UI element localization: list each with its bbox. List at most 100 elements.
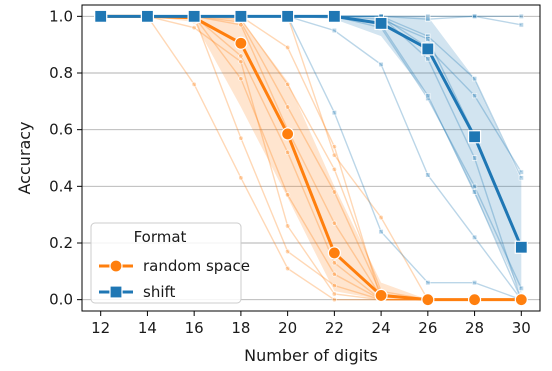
x-tick-label: 20	[278, 319, 297, 337]
shift-mean-point	[140, 9, 155, 23]
shift-run-point	[472, 155, 478, 161]
random-space-run-point	[191, 25, 197, 31]
mean-markers	[94, 9, 528, 307]
x-tick-label: 16	[185, 319, 204, 337]
shift-run-point	[425, 13, 431, 19]
random-space-mean-point	[514, 293, 528, 307]
shift-run-point	[331, 110, 337, 116]
random-space-run-point	[285, 265, 291, 272]
shift-run-point	[425, 56, 431, 62]
random-space-run-point	[378, 214, 384, 221]
y-axis-ticks: 0.0 0.2 0.4 0.6 0.8 1.0	[49, 7, 82, 309]
x-tick-label: 14	[138, 319, 157, 337]
x-tick-label: 28	[465, 319, 484, 337]
x-tick-label: 26	[418, 319, 437, 337]
y-tick-label: 0.2	[49, 234, 73, 252]
random-space-mean-point	[467, 293, 482, 307]
random-space-run-point	[331, 260, 337, 266]
shift-run-point	[425, 95, 431, 102]
shift-run-point	[425, 93, 431, 99]
shift-run-point	[472, 183, 478, 189]
shift-run-point	[518, 13, 524, 19]
random-space-run-point	[238, 53, 244, 59]
shift-mean-point	[514, 240, 528, 254]
shift-mean-point	[467, 130, 482, 144]
legend-marker	[109, 259, 123, 273]
random-space-run-point	[331, 166, 337, 172]
x-tick-label: 30	[512, 319, 531, 337]
confidence-bands	[100, 16, 522, 300]
random-space-run-point	[285, 44, 291, 51]
random-space-run-point	[331, 189, 337, 195]
shift-run-point	[518, 169, 524, 175]
random-space-run-point	[331, 297, 337, 303]
shift-run-point	[472, 234, 478, 240]
y-tick-label: 1.0	[49, 7, 73, 25]
random-space-run-point	[331, 144, 337, 150]
random-space-run-point	[238, 59, 244, 65]
y-tick-label: 0.0	[49, 291, 73, 309]
shift-run-point	[518, 175, 524, 181]
x-axis-label: Number of digits	[244, 346, 378, 365]
random-space-run-point	[238, 175, 244, 181]
shift-mean-point	[94, 9, 108, 23]
random-space-mean-point	[327, 246, 341, 260]
shift-run-point	[425, 280, 431, 286]
shift-run-point	[425, 172, 431, 178]
legend: Format random space shift	[90, 222, 250, 304]
shift-run-point	[472, 13, 478, 19]
random-space-run-point	[331, 282, 337, 289]
shift-mean-point	[327, 9, 341, 23]
shift-mean-line	[100, 14, 523, 248]
shift-run-point	[425, 33, 431, 39]
random-space-mean-point	[421, 293, 435, 307]
random-space-band	[100, 16, 522, 300]
shift-mean-point	[281, 9, 295, 23]
shift-run-point	[472, 76, 478, 82]
shift-run-point	[425, 36, 431, 42]
shift-mean-point	[187, 9, 201, 23]
legend-marker	[109, 285, 123, 299]
shift-mean-point	[421, 42, 435, 56]
shift-mean-point	[374, 16, 388, 31]
shift-run-point	[425, 16, 431, 22]
shift-run-point	[518, 285, 524, 291]
random-space-mean-point	[374, 288, 388, 303]
shift-run-point	[472, 280, 478, 286]
random-space-run-point	[285, 149, 291, 155]
random-space-run-point	[331, 220, 337, 226]
shift-run-point	[472, 93, 478, 99]
shift-run-point	[378, 61, 384, 68]
mean-lines	[100, 14, 523, 302]
legend-entries: random space shift	[99, 257, 250, 301]
random-space-run-point	[331, 271, 337, 277]
y-tick-label: 0.6	[49, 121, 73, 139]
random-space-run-point	[191, 81, 197, 87]
x-axis-ticks: 12 14 16 18 20 22 24 26 28 30	[91, 311, 531, 337]
random-space-run-point	[238, 22, 244, 28]
x-tick-label: 24	[372, 319, 391, 337]
x-tick-label: 22	[325, 319, 344, 337]
y-tick-label: 0.8	[49, 64, 73, 82]
shift-mean-point	[234, 9, 248, 23]
shift-run-point	[518, 22, 524, 28]
random-space-run-point	[331, 291, 337, 297]
shift-run-point	[472, 189, 478, 195]
x-tick-label: 12	[91, 319, 110, 337]
random-space-run-point	[285, 223, 291, 229]
random-space-run-point	[285, 192, 291, 198]
y-tick-label: 0.4	[49, 177, 73, 195]
y-axis-label: Accuracy	[15, 121, 34, 194]
random-space-run-point	[238, 76, 244, 82]
random-space-run-point	[285, 104, 291, 110]
legend-entry-label: random space	[143, 257, 250, 275]
shift-run-point	[331, 27, 337, 34]
random-space-mean-point	[281, 127, 295, 141]
x-tick-label: 18	[231, 319, 250, 337]
random-space-run-point	[285, 81, 291, 87]
plot-frame	[81, 4, 541, 312]
random-space-run-point	[331, 152, 337, 158]
random-space-mean-point	[234, 36, 248, 50]
legend-entry-label: shift	[143, 283, 176, 301]
